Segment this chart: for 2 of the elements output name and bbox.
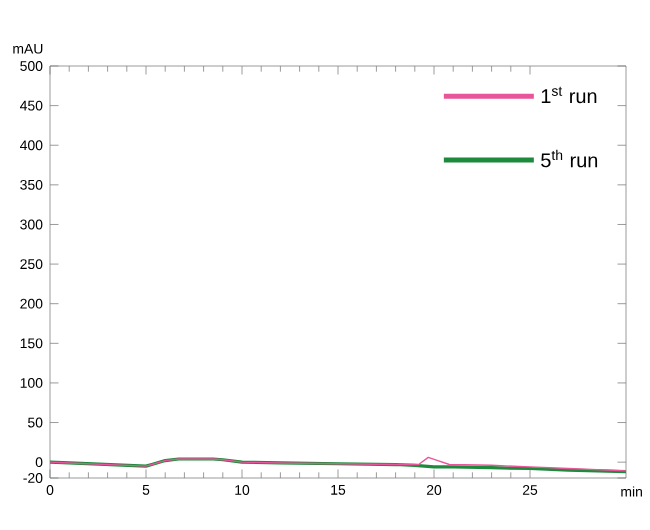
legend-label: 1$^{st}$ run bbox=[541, 86, 597, 104]
legend-label: 5$^{th}$ run bbox=[541, 149, 598, 168]
